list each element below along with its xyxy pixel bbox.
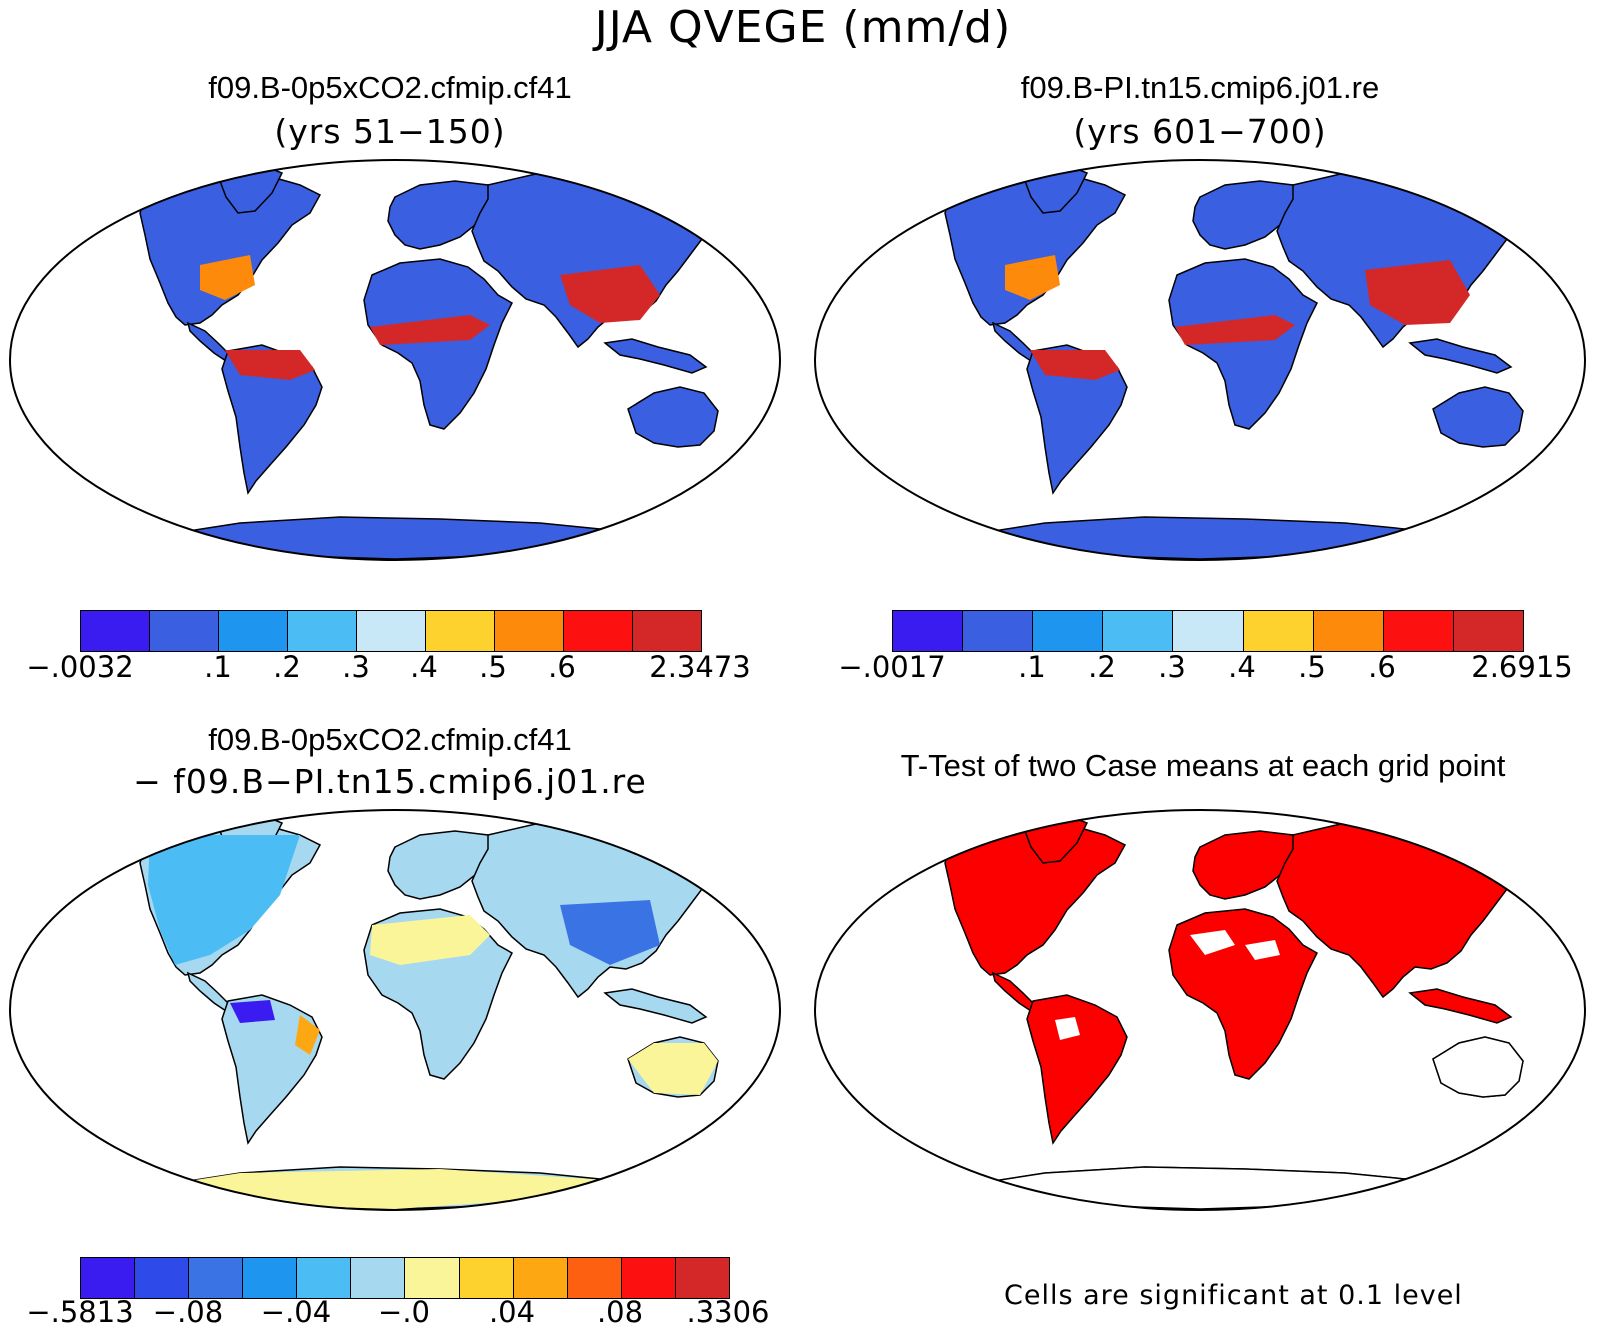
panel-case2-tick: .3 — [1158, 650, 1186, 684]
panel-diff-colorbar-swatch — [675, 1258, 729, 1298]
panel-diff-colorbar-swatch — [459, 1258, 514, 1298]
panel-diff-map — [9, 809, 781, 1211]
panel-case2-colorbar — [892, 610, 1524, 652]
panel-diff-tick: .04 — [488, 1295, 536, 1329]
panel-case1-colorbar-swatch — [288, 611, 357, 651]
panel-case2-colorbar-swatch — [1173, 611, 1244, 651]
panel-case1-colorbar-swatch — [633, 611, 701, 651]
panel-case2-tick: .6 — [1368, 650, 1396, 684]
panel-diff-tick: .08 — [596, 1295, 644, 1329]
panel-case1-colorbar-swatch — [426, 611, 495, 651]
panel-diff-tick: −.0 — [378, 1295, 430, 1329]
panel-case1-colorbar-swatch — [219, 611, 288, 651]
panel-case2-colorbar-swatch — [1033, 611, 1104, 651]
panel-case1-colorbar — [80, 610, 702, 652]
panel-ttest-title: T-Test of two Case means at each grid po… — [900, 748, 1506, 783]
panel-diff-colorbar-swatch — [621, 1258, 676, 1298]
panel-diff-amazon-dip — [230, 1000, 275, 1023]
panel-diff-tick: −.5813 — [26, 1295, 134, 1329]
panel-case1-tick: .6 — [548, 650, 576, 684]
panel-case2-tick: .4 — [1228, 650, 1256, 684]
panel-case1-colorbar-swatch — [564, 611, 633, 651]
panel-case1-subtitle: (yrs 51−150) — [274, 112, 506, 151]
panel-diff-colorbar — [80, 1257, 730, 1299]
panel-case2-colorbar-swatch — [963, 611, 1034, 651]
panel-diff-sa-east — [295, 1015, 320, 1055]
panel-case2-tropics-band — [1030, 315, 1295, 380]
panel-diff-title: f09.B-0p5xCO2.cfmip.cf41 — [208, 722, 572, 757]
panel-diff-colorbar-swatch — [189, 1258, 244, 1298]
panel-case2-tick: .5 — [1298, 650, 1326, 684]
panel-ttest-note: Cells are significant at 0.1 level — [1004, 1280, 1463, 1311]
panel-diff-colorbar-swatch — [351, 1258, 406, 1298]
panel-diff-na-blue — [148, 835, 300, 965]
panel-case1-map — [9, 159, 781, 561]
panel-case1-asia-monsoon — [560, 265, 660, 323]
panel-case1-tick: .5 — [479, 650, 507, 684]
panel-case1-colorbar-swatch — [81, 611, 150, 651]
panel-ttest-sa-nonsig — [1055, 1017, 1080, 1040]
panel-diff-colorbar-swatch — [405, 1258, 460, 1298]
panel-case2-title: f09.B-PI.tn15.cmip6.j01.re — [1020, 70, 1380, 105]
panel-case1-us-east — [200, 255, 255, 300]
main-title: JJA QVEGE (mm/d) — [594, 2, 1012, 53]
panel-diff-colorbar-swatch — [513, 1258, 568, 1298]
panel-ttest-map — [814, 809, 1586, 1211]
panel-diff-asia-blue — [560, 900, 660, 965]
panel-case1-tick: .1 — [204, 650, 232, 684]
panel-case1-colorbar-swatch — [150, 611, 219, 651]
panel-diff-colorbar-swatch — [297, 1258, 352, 1298]
panel-case2-colorbar-swatch — [1103, 611, 1174, 651]
panel-diff-colorbar-swatch — [243, 1258, 298, 1298]
panel-case1-tick: .4 — [410, 650, 438, 684]
panel-case2-colorbar-swatch — [893, 611, 964, 651]
panel-diff-sahara-yellow — [370, 915, 490, 965]
panel-case2-us-east — [1005, 255, 1060, 300]
panel-case1-tick: .3 — [342, 650, 370, 684]
panel-case1-colorbar-swatch — [495, 611, 564, 651]
panel-case2-asia-monsoon — [1365, 260, 1470, 325]
panel-ttest-sahara-nonsig — [1190, 930, 1280, 960]
panel-diff-tick: −.04 — [260, 1295, 332, 1329]
panel-diff-tick: .3306 — [686, 1295, 770, 1329]
panel-case1-tick: 2.3473 — [649, 650, 751, 684]
panel-diff-colorbar-swatch — [81, 1258, 136, 1298]
panel-case1-colorbar-swatch — [357, 611, 426, 651]
panel-case2-tick: .2 — [1088, 650, 1116, 684]
panel-diff-tick: −.08 — [152, 1295, 224, 1329]
panel-diff-colorbar-swatch — [567, 1258, 622, 1298]
panel-case2-map — [814, 159, 1586, 561]
panel-case2-subtitle: (yrs 601−700) — [1073, 112, 1327, 151]
panel-case1-title: f09.B-0p5xCO2.cfmip.cf41 — [208, 70, 572, 105]
panel-diff-australia-yellow — [628, 1043, 718, 1095]
panel-case1-tick: −.0032 — [26, 650, 134, 684]
panel-case2-tick: 2.6915 — [1471, 650, 1573, 684]
panel-case1-tropics-band — [225, 315, 490, 380]
panel-case2-tick: −.0017 — [838, 650, 946, 684]
panel-ttest-australia-nonsig — [1432, 1036, 1524, 1098]
panel-diff-subtitle: − f09.B−PI.tn15.cmip6.j01.re — [133, 762, 647, 801]
panel-case1-tick: .2 — [273, 650, 301, 684]
panel-case2-tick: .1 — [1018, 650, 1046, 684]
panel-case2-colorbar-swatch — [1313, 611, 1384, 651]
panel-case2-colorbar-swatch — [1243, 611, 1314, 651]
panel-case2-colorbar-swatch — [1383, 611, 1454, 651]
panel-diff-colorbar-swatch — [135, 1258, 190, 1298]
panel-case2-colorbar-swatch — [1453, 611, 1523, 651]
